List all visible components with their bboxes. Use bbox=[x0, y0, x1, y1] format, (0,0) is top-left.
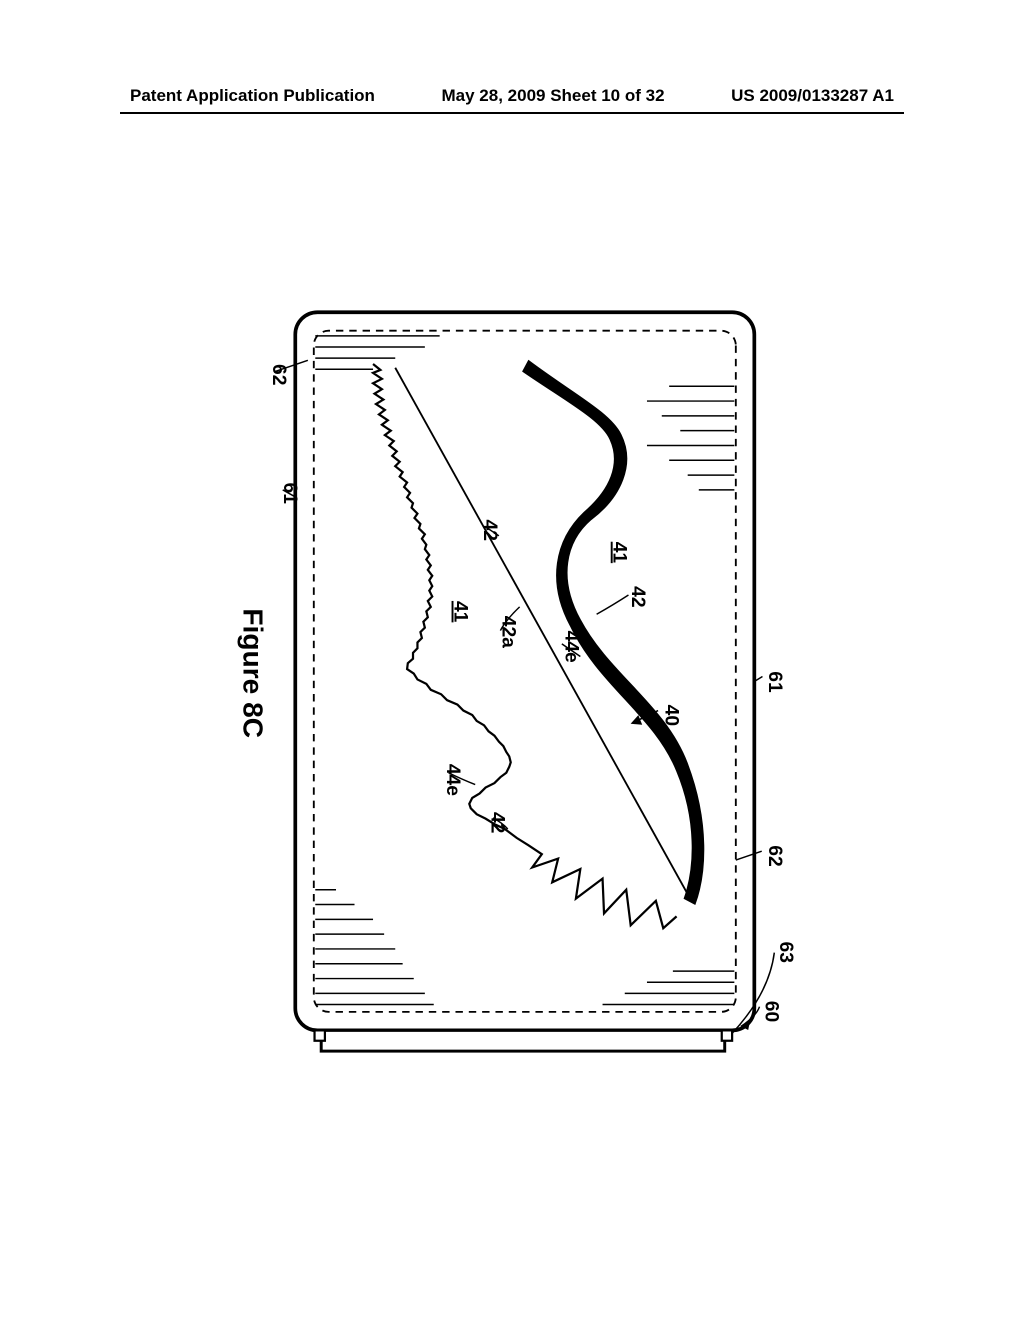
header-right: US 2009/0133287 A1 bbox=[731, 86, 894, 106]
lower-zigzag-profile bbox=[373, 364, 677, 928]
closure-bar bbox=[321, 1030, 725, 1051]
label-42-m: 42 bbox=[479, 520, 500, 541]
label-63: 63 bbox=[775, 942, 796, 964]
upper-profile-thick bbox=[523, 360, 704, 904]
leader-lines bbox=[275, 360, 774, 1033]
label-60: 60 bbox=[760, 1001, 781, 1022]
container-outer bbox=[295, 312, 754, 1030]
label-42-r: 42 bbox=[486, 812, 507, 833]
label-42a: 42a bbox=[498, 616, 519, 648]
header-left: Patent Application Publication bbox=[130, 86, 375, 106]
label-61-t: 61 bbox=[764, 671, 785, 693]
fold-line-42 bbox=[395, 368, 691, 901]
labels-group: 60 63 62 61 40 41 42 44e 42a 42 41 44e 4… bbox=[268, 364, 796, 1022]
header-rule bbox=[120, 112, 904, 114]
patent-figure: 60 63 62 61 40 41 42 44e 42a 42 41 44e 4… bbox=[0, 290, 1024, 1060]
hatching-bottom-right bbox=[315, 890, 433, 1005]
closure-tab-bottom bbox=[315, 1030, 325, 1040]
label-41-u: 41 bbox=[609, 542, 630, 564]
seam-dashed bbox=[314, 331, 736, 1012]
header-center: May 28, 2009 Sheet 10 of 32 bbox=[442, 86, 665, 106]
label-44e-l: 44e bbox=[442, 764, 463, 796]
label-62-b: 62 bbox=[268, 364, 289, 385]
label-40: 40 bbox=[660, 705, 681, 726]
label-61-b: 61 bbox=[279, 483, 300, 505]
label-42-u: 42 bbox=[627, 586, 648, 607]
hatching-top-right bbox=[603, 971, 735, 1004]
page-header: Patent Application Publication May 28, 2… bbox=[0, 86, 1024, 106]
hatching-top-left bbox=[647, 386, 734, 490]
label-41-l: 41 bbox=[449, 601, 470, 623]
figure-svg: 60 63 62 61 40 41 42 44e 42a 42 41 44e 4… bbox=[0, 290, 1024, 1060]
label-44e-u: 44e bbox=[561, 631, 582, 663]
closure-tab-top bbox=[722, 1030, 732, 1040]
label-62-tr: 62 bbox=[764, 845, 785, 866]
hatching-bottom-left bbox=[315, 336, 439, 369]
figure-caption: Figure 8C bbox=[237, 608, 268, 738]
